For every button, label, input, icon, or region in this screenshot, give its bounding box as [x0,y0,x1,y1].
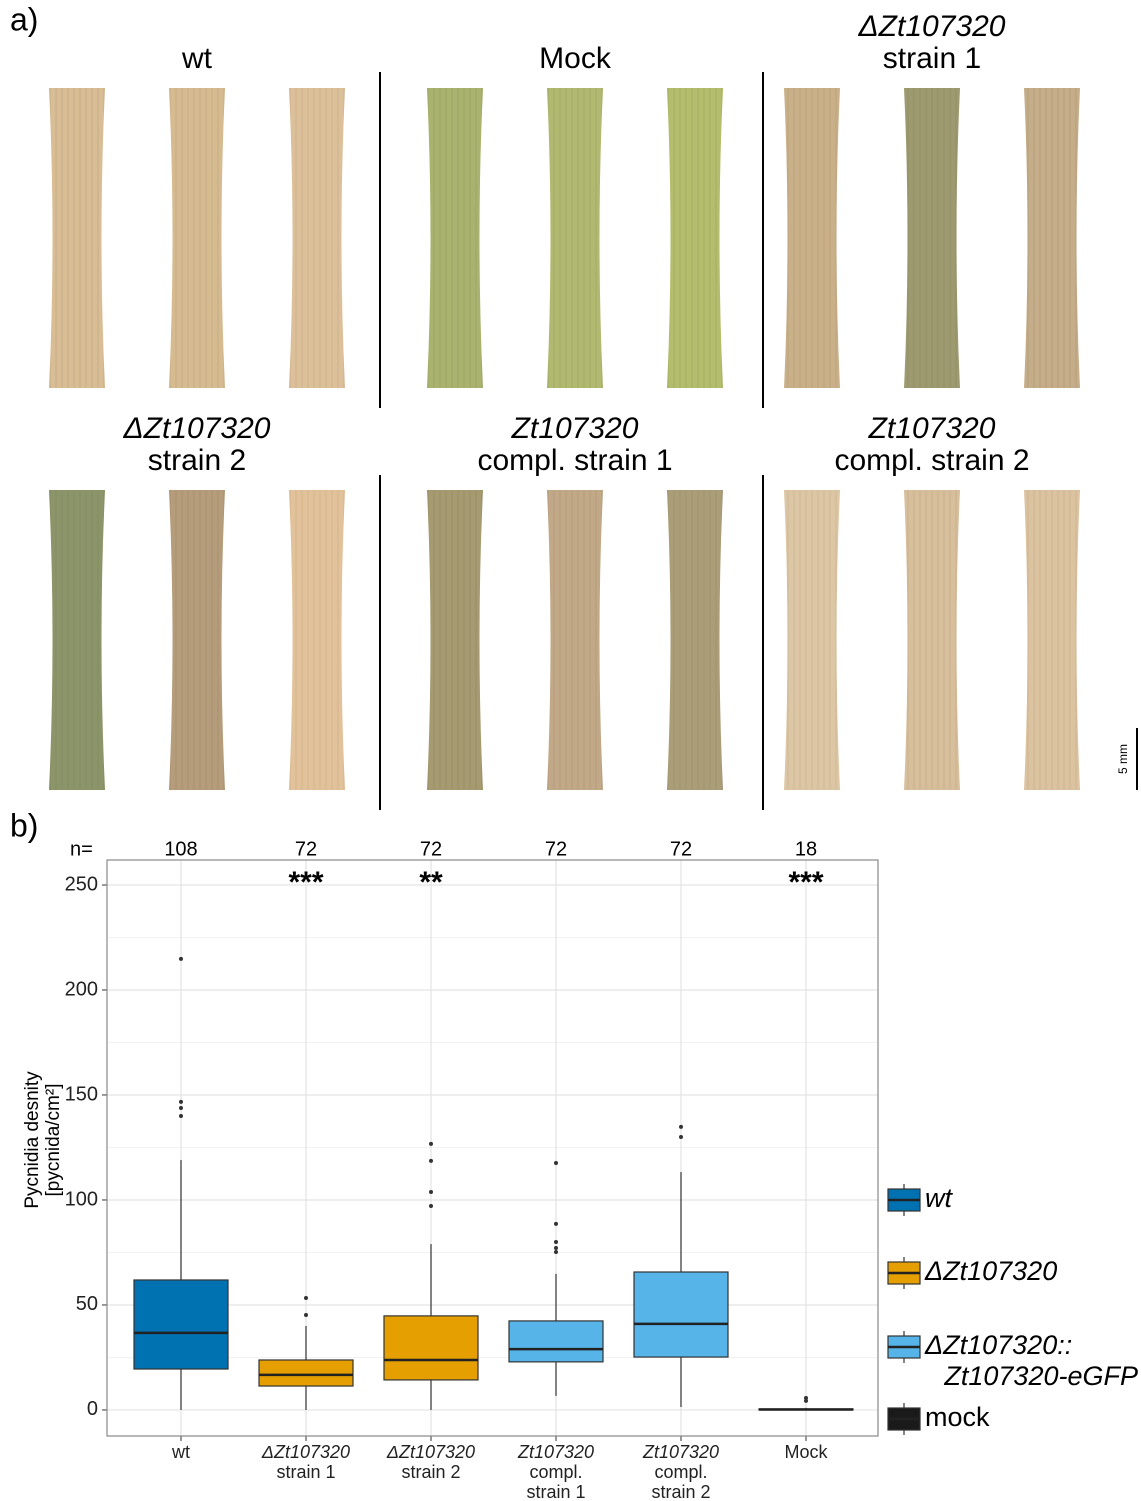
group-title: wt [181,42,213,75]
legend-label: ΔZt107320:: [924,1330,1072,1360]
leaf-veins [289,490,345,790]
group-title: Zt107320 [511,412,639,445]
panel-label: b) [10,807,38,843]
x-tick-label: ΔZt107320 [261,1442,350,1462]
y-tick-label: 100 [65,1188,98,1210]
x-tick-label: strain 1 [526,1482,585,1501]
group-title: compl. strain 1 [477,444,672,477]
leaf-veins [547,88,603,388]
outlier [679,1125,683,1129]
x-tick-label: Zt107320 [517,1442,594,1462]
legend-label: mock [925,1402,990,1432]
box [634,1272,728,1357]
group-title: ΔZt107320 [123,412,271,445]
outlier [554,1161,558,1165]
outlier [179,957,183,961]
leaf-veins [1024,490,1080,790]
leaf-veins [49,88,105,388]
legend-label: wt [925,1183,953,1213]
y-tick-label: 200 [65,978,98,1000]
leaf-veins [289,88,345,388]
x-tick-label: strain 2 [651,1482,710,1501]
y-tick-label: 0 [87,1398,98,1420]
group-title: Zt107320 [868,412,996,445]
leaf-veins [427,490,483,790]
x-tick-label: compl. [654,1462,707,1482]
box [509,1321,603,1362]
group-title: strain 2 [148,444,246,477]
y-axis-title: [pycnida/cm²] [43,1084,64,1197]
box [134,1280,228,1369]
n-count: 108 [164,838,197,860]
y-tick-label: 250 [65,873,98,895]
n-count: 72 [420,838,442,860]
x-tick-label: Zt107320 [642,1442,719,1462]
outlier [179,1114,183,1118]
outlier [554,1250,558,1254]
outlier [304,1313,308,1317]
group-title: compl. strain 2 [834,444,1029,477]
group-title: strain 1 [883,42,981,75]
significance: *** [788,866,823,899]
scale-bar-label: 5 mm [1116,744,1130,774]
significance: *** [288,866,323,899]
figure: a) b) n= 5 mm wtMockΔZt107320strain 1ΔZt… [0,0,1141,1501]
outlier [179,1106,183,1110]
y-tick-label: 150 [65,1083,98,1105]
outlier [179,1100,183,1104]
leaf-veins [667,490,723,790]
legend-label: Zt107320-eGFP [943,1361,1138,1391]
n-count: 72 [295,838,317,860]
outlier [554,1246,558,1250]
y-tick-label: 50 [76,1293,98,1315]
significance: ** [419,866,443,899]
leaf-veins [49,490,105,790]
outlier [804,1396,808,1400]
outlier [429,1142,433,1146]
box [259,1360,353,1386]
panel-label: a) [10,1,38,37]
n-count: 72 [670,838,692,860]
leaf-veins [547,490,603,790]
x-tick-label: Mock [784,1442,828,1462]
outlier [429,1159,433,1163]
x-tick-label: compl. [529,1462,582,1482]
leaf-veins [784,88,840,388]
leaf-veins [904,490,960,790]
legend-label: ΔZt107320 [924,1256,1057,1286]
x-tick-label: wt [171,1442,190,1462]
x-tick-label: ΔZt107320 [386,1442,475,1462]
outlier [429,1190,433,1194]
outlier [679,1135,683,1139]
leaf-veins [784,490,840,790]
x-tick-label: strain 1 [276,1462,335,1482]
leaf-veins [169,490,225,790]
x-tick-label: strain 2 [401,1462,460,1482]
outlier [554,1222,558,1226]
leaf-veins [904,88,960,388]
leaf-veins [427,88,483,388]
leaf-veins [667,88,723,388]
n-label: n= [70,838,93,860]
box [384,1316,478,1380]
outlier [304,1296,308,1300]
leaf-veins [1024,88,1080,388]
leaf-veins [169,88,225,388]
outlier [429,1204,433,1208]
n-count: 72 [545,838,567,860]
group-title: Mock [539,42,612,75]
outlier [554,1240,558,1244]
group-title: ΔZt107320 [858,10,1006,43]
y-axis-title: Pycnidia desnity [22,1071,43,1209]
n-count: 18 [795,838,817,860]
